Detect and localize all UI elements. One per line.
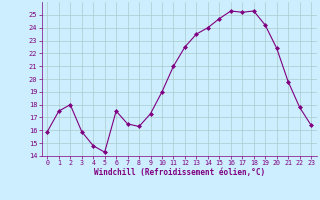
X-axis label: Windchill (Refroidissement éolien,°C): Windchill (Refroidissement éolien,°C)	[94, 168, 265, 177]
